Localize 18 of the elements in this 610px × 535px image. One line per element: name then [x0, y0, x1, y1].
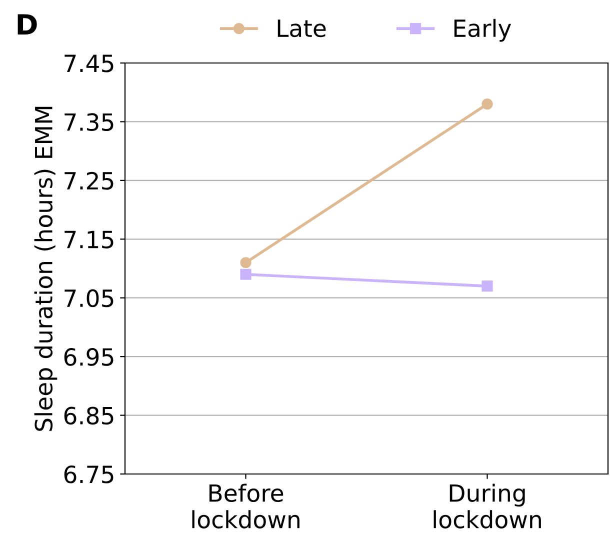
- x-tick-label: During lockdown: [434, 484, 541, 528]
- text: D: [18, 14, 37, 34]
- y-tick-label: 7.05: [64, 289, 114, 308]
- legend-label: Early: [454, 18, 512, 42]
- y-tick-label: 6.75: [64, 465, 114, 484]
- legend-label: Late: [278, 20, 326, 38]
- point: [482, 98, 493, 110]
- point: [240, 257, 252, 268]
- y-tick-label: 7.15: [64, 230, 114, 248]
- y-tick-label: 7.25: [64, 172, 114, 190]
- y-tick-label: 7.35: [64, 113, 114, 132]
- y-tick-label: 7.45: [64, 54, 114, 72]
- point: [482, 280, 493, 292]
- x-tick-label: Before lockdown: [192, 484, 300, 528]
- y-tick-label: 6.85: [64, 406, 114, 425]
- point: [240, 268, 252, 280]
- y-tick-label: 6.95: [64, 348, 114, 366]
- y-axis-title: Sleep duration (hours) EMM: [34, 106, 58, 431]
